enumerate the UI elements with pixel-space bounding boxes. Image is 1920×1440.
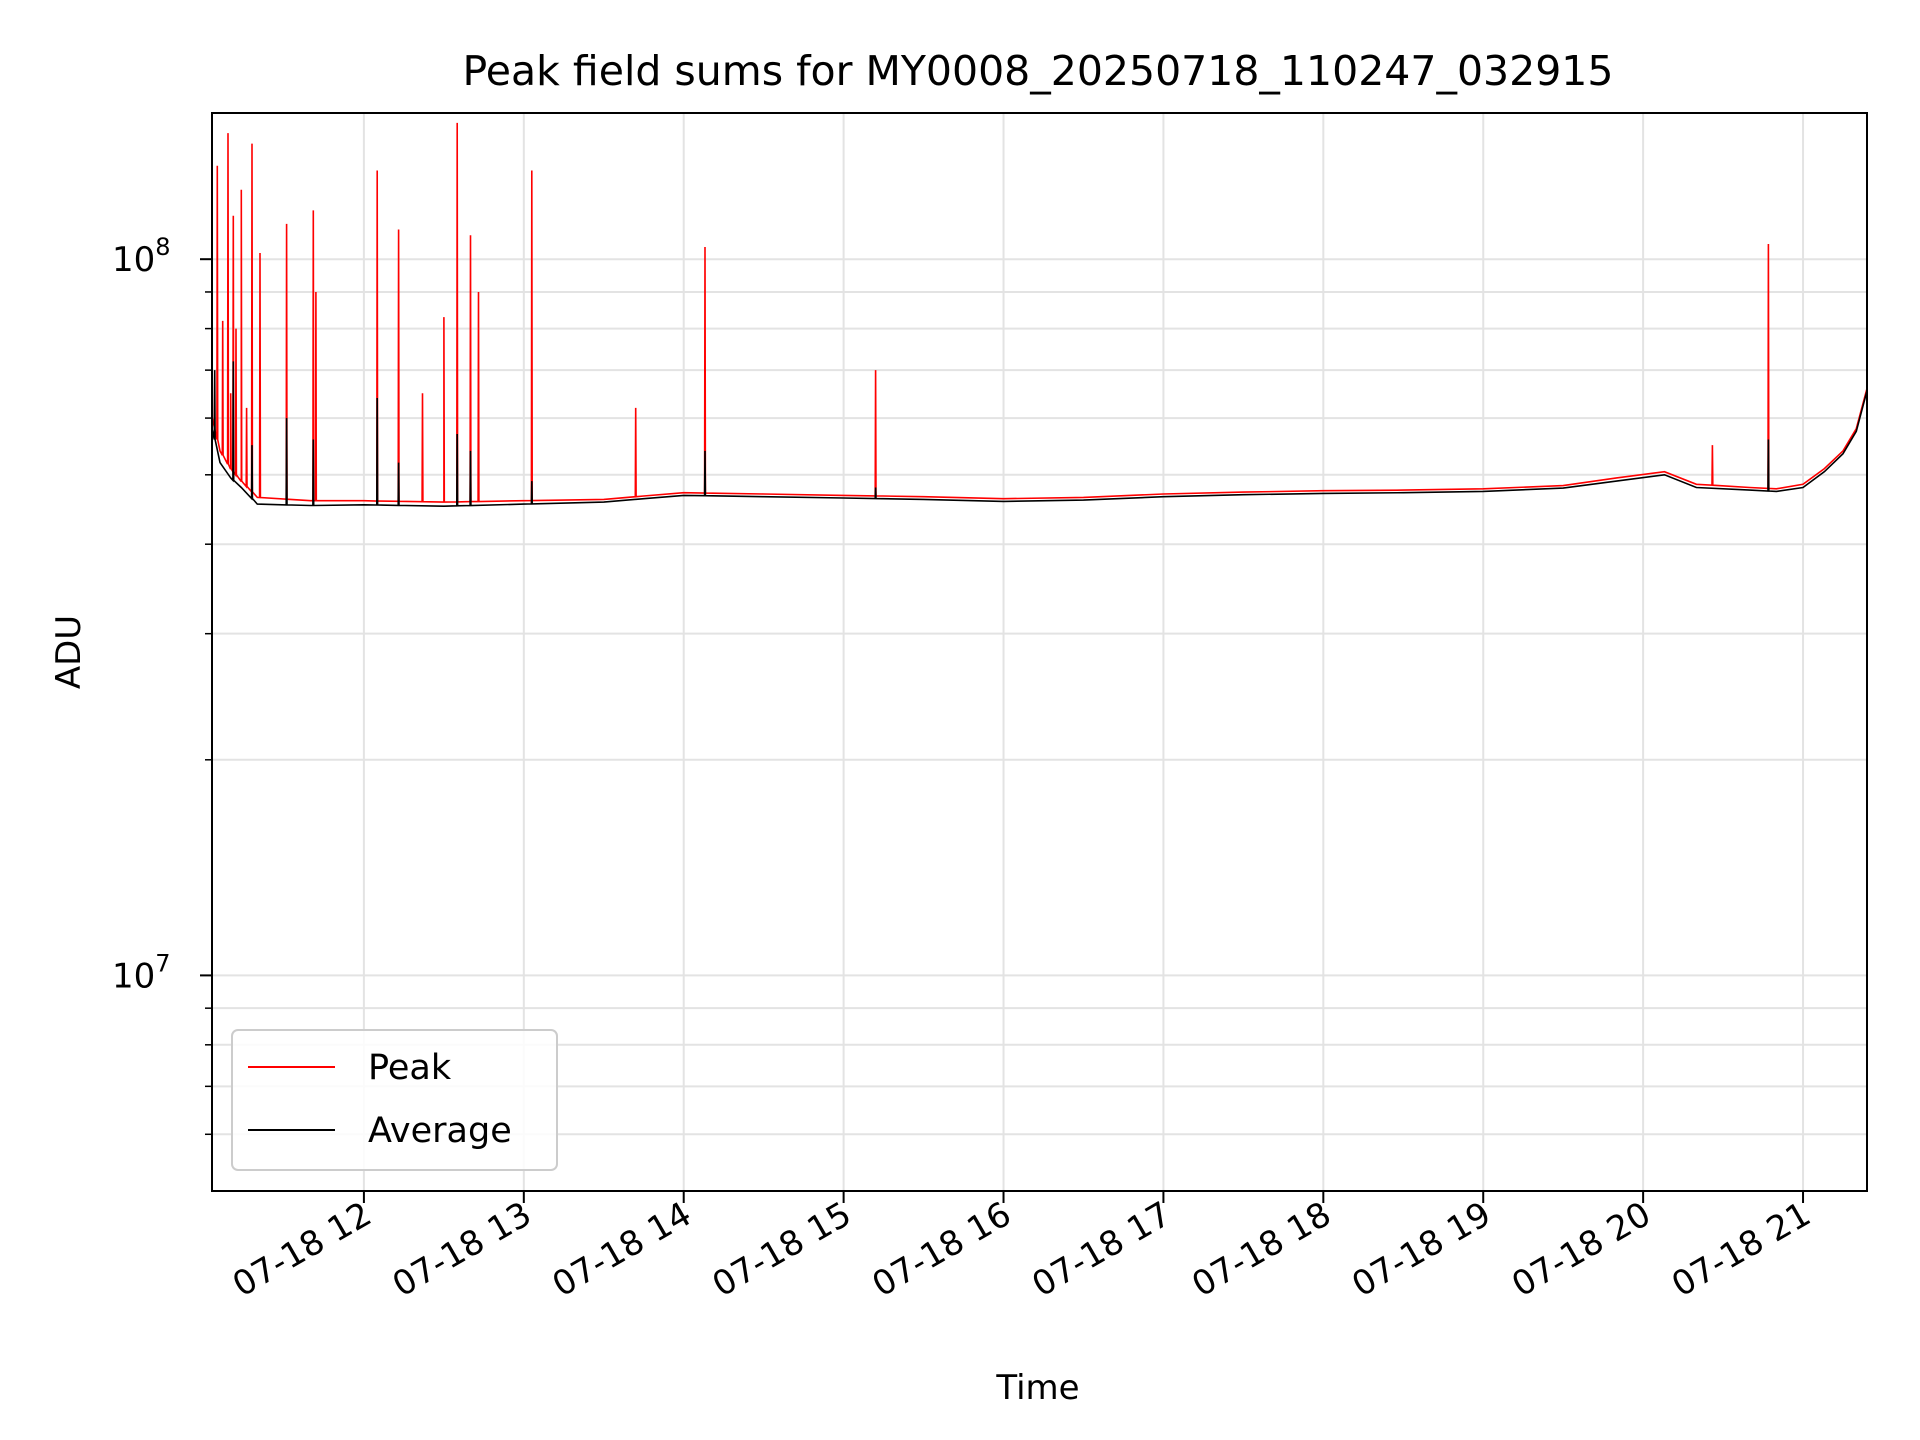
legend-box: [231, 1029, 558, 1171]
plot-series: [211, 122, 1868, 508]
x-axis-label: Time: [995, 1368, 1079, 1408]
chart-title: Peak field sums for MY0008_20250718_1102…: [463, 47, 1614, 95]
y-axis-label: ADU: [49, 615, 89, 689]
series-line-peak: [211, 122, 1868, 503]
legend-label-average: Average: [368, 1111, 512, 1151]
y-axis: 107 108: [112, 233, 212, 1136]
y-tick-label: 107: [112, 949, 171, 996]
series-line-average: [211, 361, 1868, 508]
y-tick-label: 108: [112, 233, 171, 280]
legend-label-peak: Peak: [368, 1048, 452, 1088]
legend: Peak Average: [231, 1029, 558, 1171]
plot-area-frame: [211, 112, 1868, 1192]
